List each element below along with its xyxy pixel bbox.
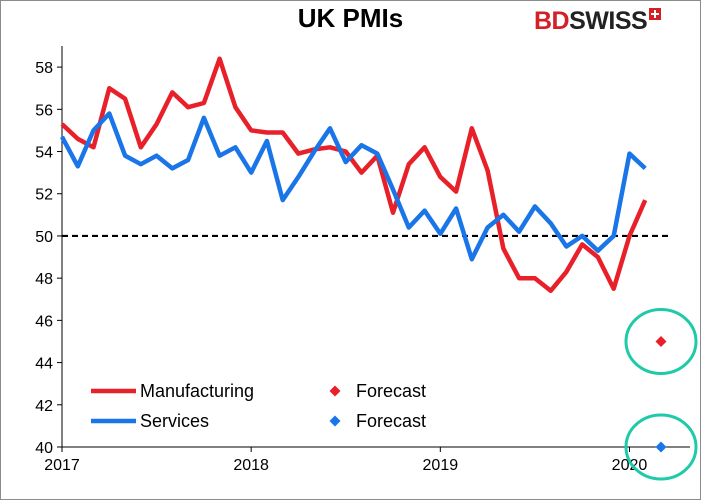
- y-tick-label: 50: [35, 229, 53, 246]
- y-tick-label: 56: [35, 102, 53, 119]
- forecast-point-services: [655, 441, 667, 453]
- x-tick-label: 2019: [423, 457, 459, 474]
- forecast-point-manufacturing: [655, 335, 667, 347]
- swiss-cross-icon: [649, 8, 662, 20]
- y-tick-label: 40: [35, 440, 53, 457]
- chart-legend: Manufacturing Forecast Services Forecast: [91, 381, 426, 431]
- x-tick-label: 2017: [44, 457, 80, 474]
- series-line-manufacturing: [60, 56, 648, 294]
- forecast-highlight-circle: [624, 307, 698, 375]
- y-tick-label: 52: [35, 187, 53, 204]
- legend-label: Forecast: [356, 411, 426, 431]
- y-tick-label: 44: [35, 356, 53, 373]
- brand-logo: BD SWISS: [534, 6, 662, 36]
- y-tick-label: 58: [35, 60, 53, 77]
- y-tick-label: 48: [35, 271, 53, 288]
- x-tick-label: 2018: [233, 457, 269, 474]
- y-tick-label: 42: [35, 398, 53, 415]
- legend-label: Forecast: [356, 381, 426, 401]
- y-tick-label: 46: [35, 313, 53, 330]
- forecast-highlight-circle: [624, 413, 698, 481]
- series-layer: [60, 56, 698, 481]
- y-tick-label: 54: [35, 145, 53, 162]
- legend-diamond-swatch: [329, 385, 341, 397]
- legend-label: Manufacturing: [140, 381, 254, 401]
- chart-title: UK PMIs: [297, 3, 404, 33]
- legend-diamond-swatch: [329, 415, 341, 427]
- legend-label: Services: [140, 411, 209, 431]
- brand-logo-bd: BD: [534, 6, 570, 35]
- series-line-services: [60, 111, 647, 262]
- brand-logo-swiss: SWISS: [569, 6, 648, 35]
